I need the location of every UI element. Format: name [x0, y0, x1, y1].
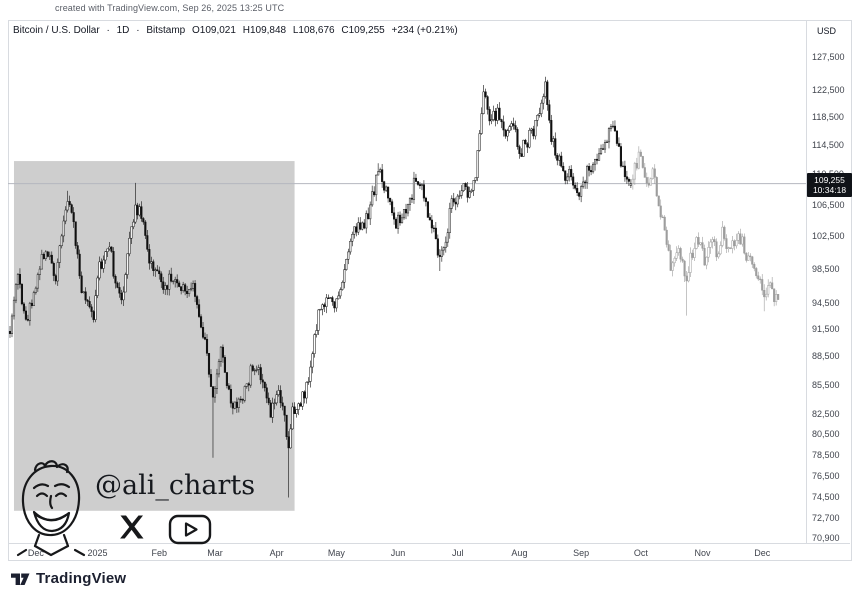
legend-separator: · — [136, 25, 140, 36]
time-tick-label: Mar — [207, 548, 223, 558]
price-tick-label: 82,500 — [812, 408, 840, 419]
price-tick-label: 122,500 — [812, 84, 845, 95]
interval-label: 1D — [116, 25, 130, 36]
ohlc-high: H109,848 — [242, 25, 287, 36]
currency-label: USD — [817, 26, 837, 36]
time-tick-label: May — [327, 548, 345, 558]
price-tick-label: 91,500 — [812, 323, 840, 334]
time-tick-label: Apr — [269, 548, 284, 558]
time-tick-label: Aug — [511, 548, 528, 558]
tradingview-brand-text: TradingView — [36, 570, 127, 587]
watermark-handle: @ali_charts — [95, 470, 256, 501]
ohlc-low: L108,676 — [292, 25, 335, 36]
time-tick-label: Jul — [451, 548, 464, 558]
legend-separator: · — [106, 25, 110, 36]
price-chart[interactable] — [8, 0, 806, 543]
ohlc-close: C109,255 — [341, 25, 385, 36]
price-tick-label: 102,500 — [812, 230, 845, 241]
time-tick-label: 2025 — [87, 548, 108, 558]
time-tick-label: Dec — [754, 548, 771, 558]
price-tick-label: 78,500 — [812, 449, 840, 460]
price-axis-separator — [806, 21, 807, 543]
chart-legend[interactable]: Bitcoin / U.S. Dollar · 1D · Bitstamp O1… — [13, 25, 462, 36]
tradingview-logo[interactable]: TradingView — [10, 570, 126, 587]
price-tick-label: 70,900 — [812, 533, 840, 544]
youtube-play-icon — [168, 514, 212, 545]
bar-close-countdown: 10:34:18 — [812, 184, 847, 195]
price-tick-label: 114,500 — [812, 140, 844, 151]
x-twitter-icon — [120, 515, 144, 539]
time-tick-label: Dec — [27, 548, 44, 558]
price-change: +234 (+0.21%) — [391, 25, 458, 36]
price-tick-label: 85,500 — [812, 379, 840, 390]
price-tick-label: 98,500 — [812, 263, 840, 274]
price-tick-label: 80,500 — [812, 428, 840, 439]
tradingview-mark-icon — [11, 573, 30, 585]
price-tick-label: 74,500 — [812, 492, 840, 503]
time-tick-label: Jun — [390, 548, 406, 558]
time-tick-label: Nov — [694, 548, 711, 558]
price-tick-label: 106,500 — [812, 199, 845, 210]
price-tick-label: 127,500 — [812, 52, 845, 62]
price-tick-label: 94,500 — [812, 297, 840, 308]
current-price-value: 109,255 — [814, 174, 845, 185]
price-tick-label: 118,500 — [812, 112, 844, 122]
time-tick-label: Sep — [573, 548, 590, 558]
ohlc-open: O109,021 — [192, 25, 236, 36]
exchange-label: Bitstamp — [146, 25, 186, 36]
symbol-name: Bitcoin / U.S. Dollar — [13, 25, 100, 36]
time-tick-label: Oct — [633, 548, 648, 558]
time-axis-separator — [9, 543, 850, 544]
ali-charts-avatar-sketch — [16, 460, 86, 557]
time-tick-label: Feb — [151, 548, 168, 558]
current-price-badge: 109,255 10:34:18 — [807, 172, 852, 197]
price-tick-label: 76,500 — [812, 470, 840, 481]
price-tick-label: 72,700 — [812, 512, 840, 523]
created-with-note: created with TradingView.com, Sep 26, 20… — [55, 3, 285, 13]
price-tick-label: 88,500 — [812, 351, 840, 362]
